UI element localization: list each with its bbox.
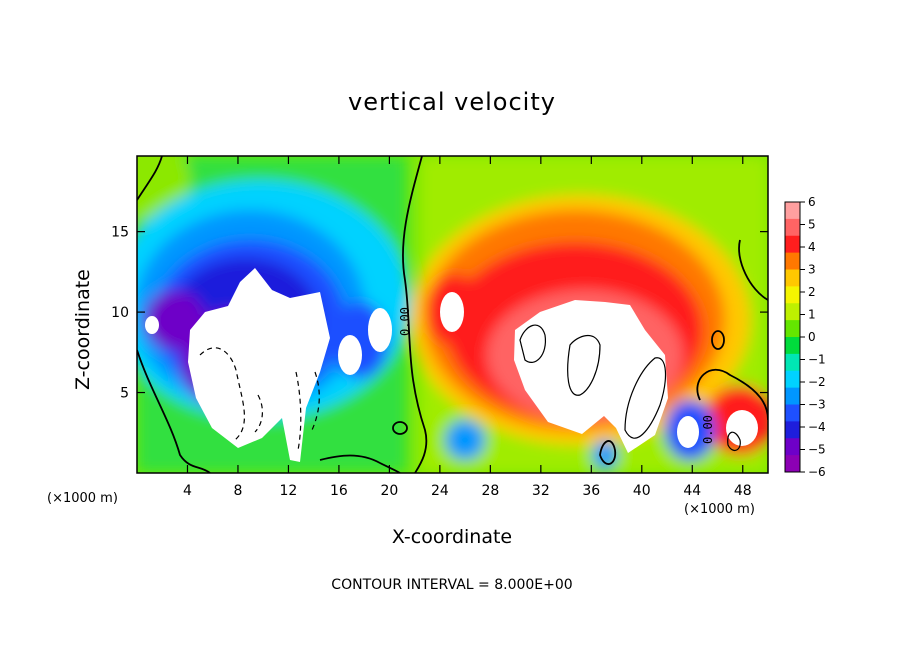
colorbar-tick-label: 2 [808,285,816,299]
x-tick-label: 48 [734,483,752,499]
colorbar-tick-label: −5 [808,443,826,457]
contour-label-0: 0.00 [398,307,412,336]
x-tick-label: 40 [633,483,651,499]
y-axis-label: Z-coordinate [72,269,94,390]
colorbar-tick-label: −2 [808,375,826,389]
colorbar-swatch [785,269,800,287]
contour-label-1: 0.00 [701,415,715,444]
colorbar-swatch [785,455,800,473]
y-axis: 5 10 15 [111,225,768,402]
colorbar-swatch [785,202,800,220]
x-axis: 4 8 12 16 20 24 28 32 36 40 44 48 [183,156,752,499]
colorbar-tick-label: 5 [808,218,816,232]
colorbar-swatch [785,303,800,321]
colorbar-swatch [785,337,800,355]
x-tick-label: 44 [683,483,701,499]
x-tick-label: 28 [481,483,499,499]
colorbar-swatch [785,218,800,237]
colorbar-swatch [785,235,800,254]
x-tick-label: 24 [431,483,449,499]
y-tick-label: 5 [120,386,129,402]
colorbar: 6 5 4 3 2 1 0 −1 −2 −3 −4 −5 −6 [784,195,826,479]
x-tick-label: 4 [183,483,192,499]
plot-frame [136,155,769,474]
x-tick-label: 8 [233,483,242,499]
colorbar-swatch [785,252,800,270]
x-unit-label-right: (×1000 m) [684,502,755,517]
velocity-field [137,156,768,473]
colorbar-tick-label: −3 [808,398,826,412]
colorbar-tick-label: −1 [808,353,826,367]
y-tick-label: 15 [111,225,129,241]
colorbar-swatch [785,353,800,372]
x-tick-label: 16 [330,483,348,499]
x-tick-label: 12 [280,483,298,499]
colorbar-swatch [785,286,800,304]
colorbar-tick-label: 3 [808,263,816,277]
x-unit-label-left: (×1000 m) [47,491,118,506]
x-tick-label: 32 [532,483,550,499]
x-axis-label: X-coordinate [391,526,513,548]
chart-title: vertical velocity [348,88,556,116]
colorbar-tick-label: 4 [808,240,816,254]
y-tick-label: 10 [111,305,129,321]
contour-interval-note: CONTOUR INTERVAL = 8.000E+00 [331,577,573,593]
x-tick-label: 36 [582,483,600,499]
colorbar-tick-label: −6 [808,465,826,479]
colorbar-tick-label: −4 [808,420,826,434]
colorbar-swatch [785,320,800,338]
colorbar-swatch [785,438,800,456]
colorbar-tick-label: 1 [808,308,816,322]
x-tick-label: 20 [380,483,398,499]
colorbar-swatch [785,370,800,389]
colorbar-swatch [785,387,800,405]
colorbar-tick-label: 6 [808,195,816,209]
colorbar-swatch [785,404,800,422]
colorbar-swatch [785,421,800,439]
colorbar-tick-label: 0 [808,330,816,344]
